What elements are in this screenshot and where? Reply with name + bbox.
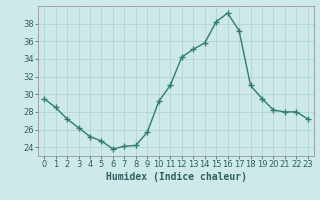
X-axis label: Humidex (Indice chaleur): Humidex (Indice chaleur) bbox=[106, 172, 246, 182]
